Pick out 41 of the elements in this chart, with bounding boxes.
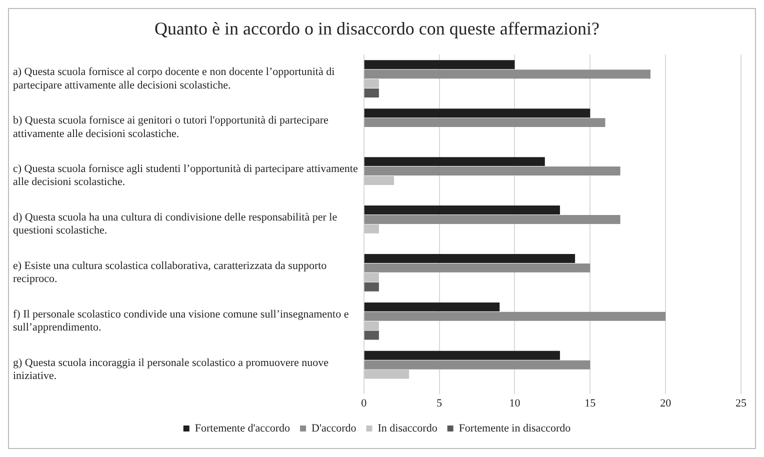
y-tick-label: f) Il personale scolastico condivide una visione comune sull’insegnamento e sull’apprendimento. <box>13 308 349 334</box>
y-tick-label: d) Questa scuola ha una cultura di condivisione delle responsabilità per le questioni scolastiche. <box>13 211 338 237</box>
y-tick-label: e) Esiste una cultura scolastica collaborativa, caratterizzata da supporto reciproco. <box>13 260 328 286</box>
bar <box>364 176 394 185</box>
y-tick-label: c) Questa scuola fornisce agli studenti l’opportunità di partecipare attivamente alle decisioni scolastiche. <box>13 163 358 188</box>
bar <box>364 330 379 340</box>
x-tick-label: 20 <box>660 397 672 410</box>
y-tick-label: a) Questa scuola fornisce al corpo docente e non docente l’opportunità di partecipare attivamente alle decisioni scolastiche. <box>13 66 335 92</box>
legend-label: Fortemente d'accordo <box>194 422 291 434</box>
bar <box>364 272 379 282</box>
bar <box>364 79 379 88</box>
bar <box>364 60 515 70</box>
bar <box>364 282 379 292</box>
bar <box>364 166 620 176</box>
bar <box>364 263 590 272</box>
bar <box>364 118 606 128</box>
y-tick-label: b) Questa scuola fornisce ai genitori o tutori l'opportunità di partecipare attivamente alle decisioni scolastiche. <box>13 114 328 140</box>
legend-label: In disaccordo <box>378 422 438 434</box>
x-tick-label: 15 <box>584 397 596 410</box>
x-tick-label: 10 <box>509 397 521 410</box>
chart-title: Quanto è in accordo o in disaccordo con queste affermazioni? <box>154 18 600 39</box>
x-tick-label: 0 <box>361 397 368 410</box>
legend-label: Fortemente in disaccordo <box>458 422 572 434</box>
x-tick-label: 5 <box>436 397 443 410</box>
bar <box>364 88 379 98</box>
bar <box>364 70 650 79</box>
bar <box>364 157 545 166</box>
bar <box>364 312 666 321</box>
bar <box>364 108 590 118</box>
bar <box>364 254 576 263</box>
bar <box>364 224 379 234</box>
legend-label: D'accordo <box>312 422 357 434</box>
bar <box>364 370 410 379</box>
bar <box>364 321 379 330</box>
bar <box>364 214 620 224</box>
bar <box>364 350 560 360</box>
y-tick-label: g) Questa scuola incoraggia il personale scolastico a promuovere nuove iniziative. <box>13 356 329 382</box>
bar <box>364 302 500 312</box>
bar <box>364 206 560 215</box>
bar <box>364 360 590 370</box>
x-tick-label: 25 <box>736 397 747 410</box>
